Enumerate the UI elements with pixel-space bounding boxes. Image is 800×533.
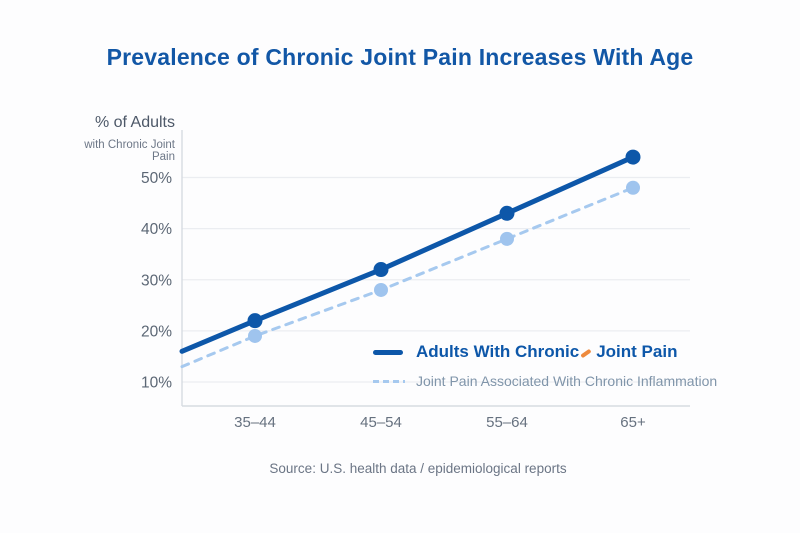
y-axis-heading-line2: with Chronic Joint Pain [84,139,175,163]
x-tick-label-4: 65+ [620,414,646,431]
solid-series-marker-65+ [625,149,641,165]
legend-label-solid-series: Adults With Chronic Joint Pain [416,342,677,362]
dashed-line-swatch-icon [373,379,405,383]
legend-label-dashed-series: Joint Pain Associated With Chronic Infla… [416,373,718,389]
x-tick-label-3: 55–64 [486,414,528,431]
dashed-series-marker-35–44 [248,328,262,343]
dashed-series-marker-65+ [626,180,640,195]
y-tick-label-30: 30% [141,272,172,289]
legend-row-solid-series: Adults With Chronic Joint Pain [373,342,717,362]
y-tick-label-40: 40% [141,221,172,238]
chart-title: Prevalence of Chronic Joint Pain Increas… [106,44,694,70]
dashed-series-marker-55–64 [500,231,514,246]
x-tick-label-2: 45–54 [360,414,402,431]
legend-row-dashed-series: Joint Pain Associated With Chronic Infla… [373,373,717,389]
y-tick-label-10: 10% [141,374,172,391]
x-tick-label-1: 35–44 [234,414,276,431]
y-tick-label-20: 20% [141,323,172,340]
y-axis-heading: % of Adults with Chronic Joint Pain [60,114,175,163]
source-note: Source: U.S. health data / epidemiologic… [269,461,567,476]
legend-label-solid-part1: Adults With Chronic [416,342,580,361]
solid-line-swatch-icon [373,349,403,355]
solid-series-marker-55–64 [499,205,515,221]
orange-slash-icon [580,348,592,358]
y-tick-label-50: 50% [141,170,172,187]
dashed-series-marker-45–54 [374,282,388,297]
legend-label-solid-part2: Joint Pain [596,342,678,361]
solid-series-marker-35–44 [247,313,263,329]
y-axis-heading-line1: % of Adults [94,114,175,131]
chart-legend: Adults With Chronic Joint Pain Joint Pain… [373,342,717,400]
solid-series-marker-45–54 [373,262,389,278]
